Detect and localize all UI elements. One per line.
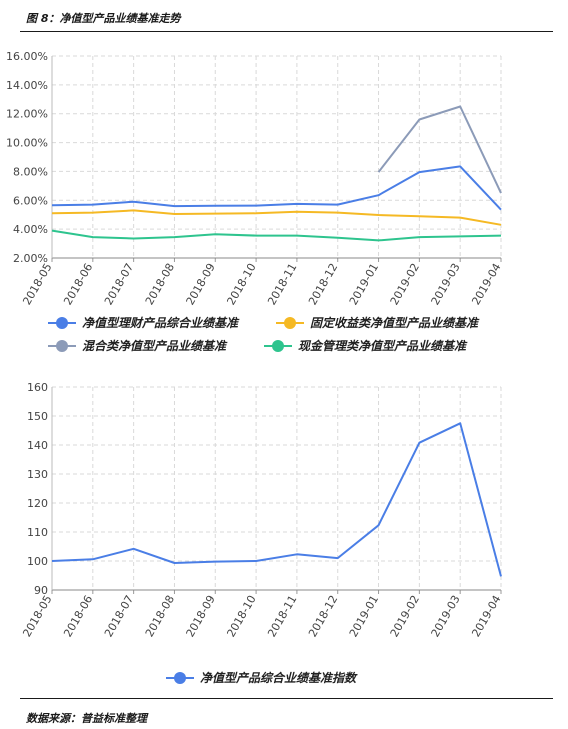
x-tick-label: 2018-05	[20, 593, 54, 639]
y-tick-label: 10.00%	[6, 137, 48, 150]
x-tick-label: 2018-12	[306, 593, 340, 639]
legend-label: 净值型理财产品综合业绩基准	[82, 316, 240, 330]
x-tick-label: 2018-11	[265, 261, 299, 307]
bottom-rule	[20, 698, 553, 699]
x-tick-label: 2019-03	[429, 593, 463, 639]
legend-marker	[174, 672, 186, 684]
x-tick-label: 2019-01	[347, 593, 381, 639]
x-tick-label: 2018-08	[143, 261, 177, 307]
y-tick-label: 8.00%	[13, 165, 48, 178]
legend-label: 现金管理类净值型产品业绩基准	[298, 339, 468, 353]
x-tick-label: 2019-03	[429, 261, 463, 307]
x-tick-label: 2018-08	[143, 593, 177, 639]
series-line	[51, 165, 502, 211]
data-source: 数据来源：普益标准整理	[26, 712, 147, 725]
legend-marker	[56, 340, 68, 352]
legend-label: 固定收益类净值型产品业绩基准	[310, 316, 480, 330]
y-tick-label: 6.00%	[13, 194, 48, 207]
y-tick-label: 130	[27, 468, 48, 481]
y-tick-label: 160	[27, 381, 48, 394]
top-rule	[20, 31, 553, 32]
y-tick-label: 4.00%	[13, 223, 48, 236]
y-tick-label: 2.00%	[13, 252, 48, 265]
x-tick-label: 2018-07	[102, 261, 136, 307]
x-tick-label: 2019-02	[388, 593, 422, 639]
y-tick-label: 14.00%	[6, 79, 48, 92]
y-tick-label: 150	[27, 410, 48, 423]
x-tick-label: 2018-06	[61, 261, 95, 307]
series-line	[377, 105, 502, 194]
x-tick-label: 2018-10	[224, 593, 258, 639]
legend-label: 混合类净值型产品业绩基准	[82, 339, 228, 353]
legend-marker	[56, 317, 68, 329]
y-tick-label: 12.00%	[6, 108, 48, 121]
y-tick-label: 110	[27, 526, 48, 539]
figure-title: 图 8：净值型产品业绩基准走势	[26, 12, 181, 25]
y-tick-label: 90	[34, 584, 48, 597]
legend-marker	[284, 317, 296, 329]
x-tick-label: 2018-11	[265, 593, 299, 639]
x-tick-label: 2019-01	[347, 261, 381, 307]
series-line	[51, 209, 502, 226]
y-tick-label: 100	[27, 555, 48, 568]
x-tick-label: 2018-07	[102, 593, 136, 639]
x-tick-label: 2018-05	[20, 261, 54, 307]
x-tick-label: 2018-10	[224, 261, 258, 307]
series-line	[51, 422, 502, 577]
x-tick-label: 2018-09	[184, 593, 218, 639]
benchmark-rate-chart: 2.00% 4.00% 6.00% 8.00% 10.00% 12.00% 14.00% 16…	[6, 50, 504, 353]
y-tick-label: 120	[27, 497, 48, 510]
y-tick-label: 140	[27, 439, 48, 452]
legend-marker	[272, 340, 284, 352]
x-tick-label: 2019-04	[469, 593, 503, 639]
series-line	[51, 229, 502, 242]
x-tick-label: 2018-12	[306, 261, 340, 307]
legend-label: 净值型产品综合业绩基准指数	[200, 671, 358, 685]
y-tick-label: 16.00%	[6, 50, 48, 63]
x-tick-label: 2018-06	[61, 593, 95, 639]
x-tick-label: 2019-04	[469, 261, 503, 307]
x-tick-label: 2018-09	[184, 261, 218, 307]
x-tick-label: 2019-02	[388, 261, 422, 307]
